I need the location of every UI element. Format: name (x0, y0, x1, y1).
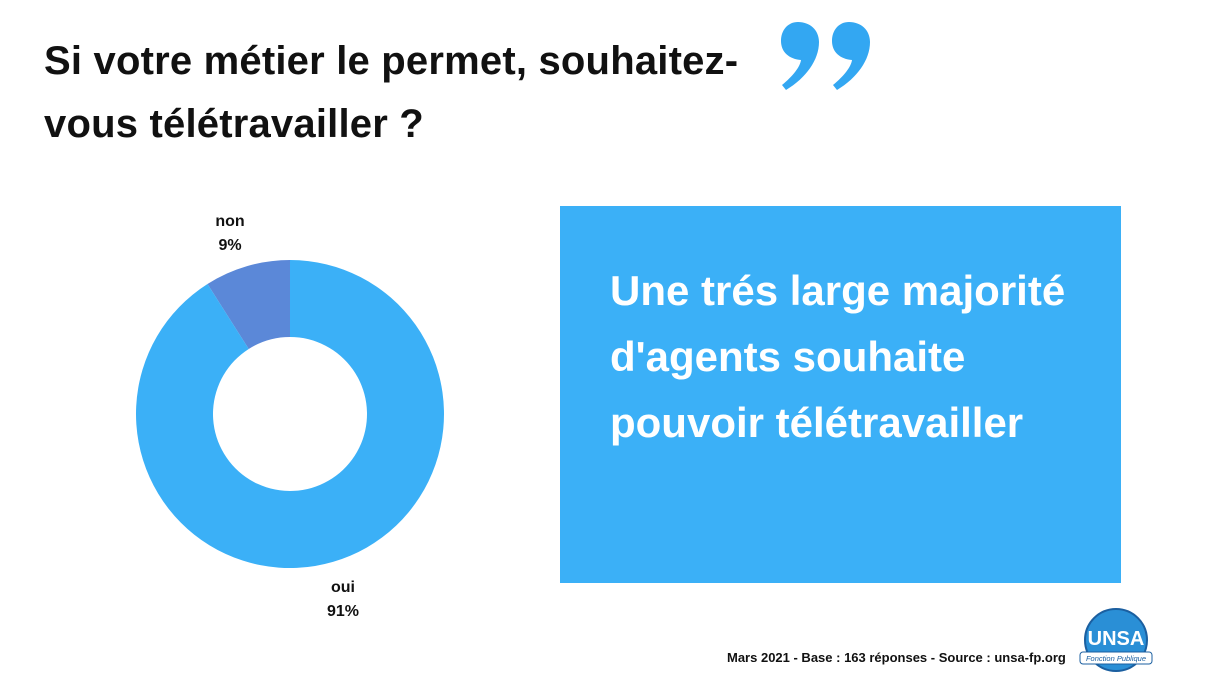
label-non-value: 9% (218, 237, 241, 254)
callout-text: Une trés large majorité d'agents souhait… (610, 267, 1066, 446)
slice-oui (135, 260, 444, 569)
svg-text:UNSA: UNSA (1088, 628, 1145, 650)
unsa-logo: UNSA Fonction Publique (1079, 608, 1153, 672)
slice-non (207, 260, 290, 349)
closing-quote-icon (781, 22, 870, 90)
label-non-name: non (215, 213, 244, 230)
callout-box: Une trés large majorité d'agents souhait… (560, 206, 1121, 583)
source-note: Mars 2021 - Base : 163 réponses - Source… (727, 650, 1066, 665)
svg-text:Fonction Publique: Fonction Publique (1086, 654, 1146, 663)
page-title: Si votre métier le permet, souhaitez-vou… (44, 39, 739, 146)
donut-chart: non 9% oui 91% (135, 213, 444, 620)
label-oui-name: oui (331, 579, 355, 596)
label-oui-value: 91% (327, 603, 359, 620)
